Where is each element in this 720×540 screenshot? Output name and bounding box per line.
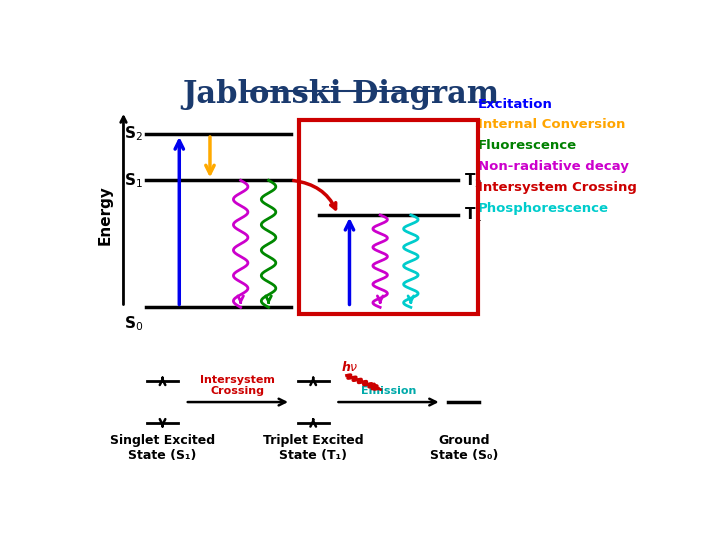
Text: Intersystem
Crossing: Intersystem Crossing: [200, 375, 275, 396]
Text: S$_0$: S$_0$: [124, 314, 143, 333]
Text: S$_1$: S$_1$: [124, 171, 143, 190]
Bar: [300, 120, 478, 314]
Text: Ground
State (S₀): Ground State (S₀): [430, 434, 498, 462]
Text: h$\nu$: h$\nu$: [341, 360, 359, 374]
Text: S$_2$: S$_2$: [124, 125, 143, 144]
Text: Emission: Emission: [361, 386, 416, 396]
Text: Fluorescence: Fluorescence: [478, 139, 577, 152]
Text: Excitation: Excitation: [478, 98, 553, 111]
Text: Internal Conversion: Internal Conversion: [478, 118, 625, 131]
Text: Intersystem Crossing: Intersystem Crossing: [478, 181, 636, 194]
Text: Triplet Excited
State (T₁): Triplet Excited State (T₁): [263, 434, 364, 462]
Text: Singlet Excited
State (S₁): Singlet Excited State (S₁): [110, 434, 215, 462]
Text: Energy: Energy: [98, 185, 113, 245]
Text: Jablonski Diagram: Jablonski Diagram: [183, 79, 500, 110]
Text: Phosphorescence: Phosphorescence: [478, 201, 609, 214]
Text: T$_2$: T$_2$: [464, 171, 482, 190]
Text: T$_1$: T$_1$: [464, 206, 482, 224]
Text: Non-radiative decay: Non-radiative decay: [478, 160, 629, 173]
